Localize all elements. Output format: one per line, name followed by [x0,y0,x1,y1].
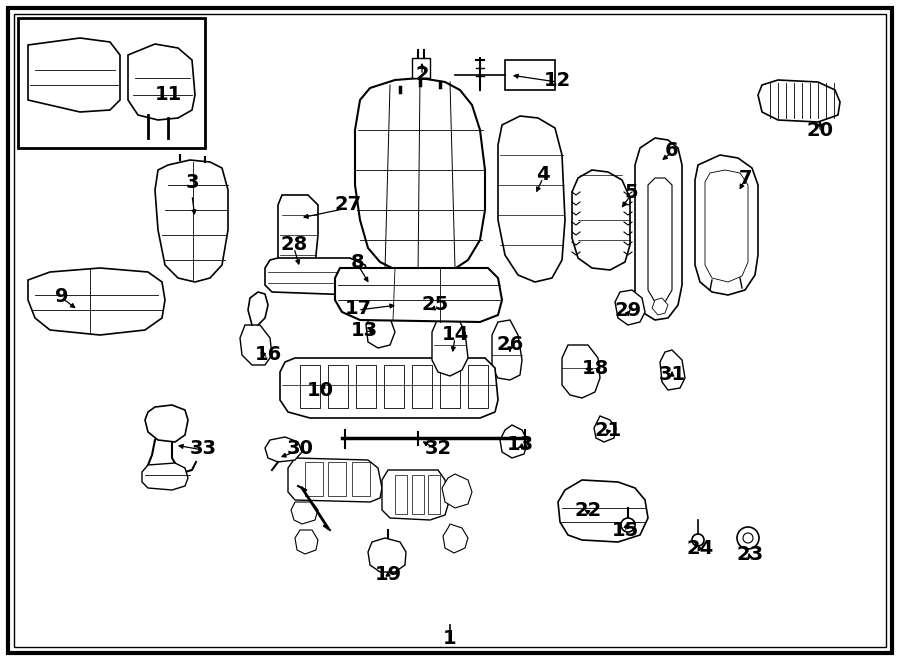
Polygon shape [594,416,616,442]
Polygon shape [498,116,565,282]
Polygon shape [128,44,195,120]
Polygon shape [412,475,424,514]
Polygon shape [28,268,165,335]
Polygon shape [265,437,302,462]
Polygon shape [295,530,318,554]
Polygon shape [352,462,370,496]
Text: 32: 32 [425,438,452,457]
Polygon shape [142,463,188,490]
Text: 25: 25 [421,295,448,315]
Polygon shape [615,290,645,325]
Text: 13: 13 [350,321,378,340]
Circle shape [743,533,753,543]
Polygon shape [440,365,460,408]
Text: 16: 16 [255,346,282,364]
Polygon shape [660,350,685,390]
Polygon shape [562,345,600,398]
Circle shape [737,527,759,549]
Polygon shape [300,365,320,408]
Polygon shape [758,80,840,122]
Polygon shape [328,365,348,408]
Polygon shape [648,178,672,302]
Polygon shape [145,405,188,442]
Circle shape [621,518,635,532]
Polygon shape [384,365,404,408]
Polygon shape [280,358,498,418]
Text: 8: 8 [351,253,364,272]
Polygon shape [335,268,502,322]
Polygon shape [355,78,485,275]
Polygon shape [18,18,205,148]
Polygon shape [356,365,376,408]
Text: 26: 26 [497,336,524,354]
Polygon shape [558,480,648,542]
Polygon shape [384,288,410,320]
Polygon shape [695,155,758,295]
Text: 15: 15 [611,520,639,539]
Polygon shape [428,475,440,514]
Polygon shape [500,425,528,458]
Polygon shape [288,458,382,502]
Circle shape [692,534,704,546]
Polygon shape [278,195,318,282]
Polygon shape [240,325,272,365]
Text: 9: 9 [55,286,68,305]
Text: 29: 29 [615,301,642,319]
Polygon shape [705,170,748,282]
Text: 24: 24 [687,539,714,557]
Text: 6: 6 [665,141,679,159]
Text: 27: 27 [335,196,362,215]
Text: 2: 2 [415,65,428,85]
Text: 14: 14 [441,325,469,344]
Text: 17: 17 [345,299,372,317]
Polygon shape [395,475,407,514]
Text: 28: 28 [281,235,308,254]
Text: 30: 30 [286,438,313,457]
Text: 10: 10 [307,381,334,399]
Text: 22: 22 [574,500,601,520]
Polygon shape [155,160,228,282]
Polygon shape [442,474,472,508]
Text: 21: 21 [594,420,622,440]
Text: 31: 31 [659,366,686,385]
Text: 11: 11 [155,85,182,104]
Polygon shape [432,312,468,376]
Polygon shape [328,462,346,496]
Text: 7: 7 [738,169,752,188]
Text: 20: 20 [806,120,833,139]
Text: 33: 33 [190,438,217,457]
Polygon shape [412,365,432,408]
Polygon shape [382,470,448,520]
Polygon shape [368,538,406,572]
Polygon shape [492,320,522,380]
Polygon shape [291,502,318,524]
Polygon shape [366,312,395,348]
Polygon shape [468,365,488,408]
Text: 13: 13 [507,436,534,455]
Text: 12: 12 [544,71,571,89]
Text: 5: 5 [625,184,638,202]
Polygon shape [652,298,668,315]
Polygon shape [505,60,555,90]
Text: 19: 19 [374,566,401,584]
Polygon shape [572,170,630,270]
Text: 23: 23 [736,545,763,564]
Polygon shape [412,58,430,78]
Polygon shape [305,462,323,496]
Polygon shape [413,285,443,318]
Polygon shape [28,38,120,112]
Polygon shape [443,524,468,553]
Polygon shape [635,138,682,320]
Polygon shape [265,258,370,295]
Text: 1: 1 [443,629,457,648]
Text: 4: 4 [536,165,550,184]
Text: 18: 18 [581,358,608,377]
Text: 3: 3 [185,173,199,192]
